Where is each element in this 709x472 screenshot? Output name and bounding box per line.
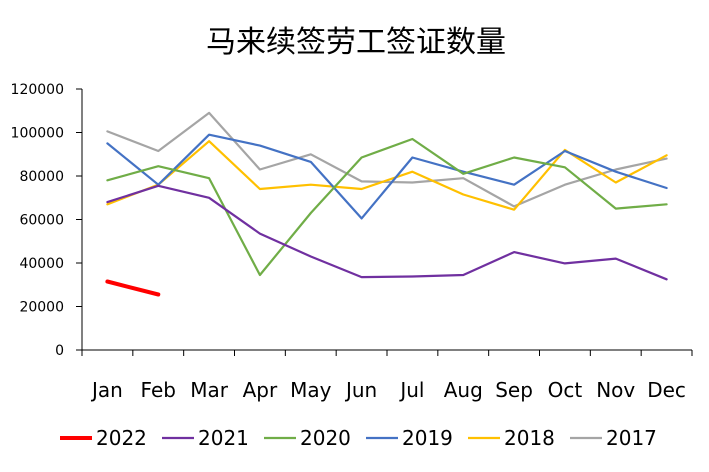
x-tick-label: Apr: [243, 378, 278, 402]
x-tick-label: Jun: [344, 378, 377, 402]
legend-label-2019: 2019: [402, 426, 453, 450]
chart-title: 马来续签劳工签证数量: [206, 25, 506, 60]
series-line-2022: [105, 279, 161, 297]
x-tick-label: Dec: [647, 378, 686, 402]
series-line-2020: [106, 137, 668, 277]
series-line-2017: [106, 111, 668, 208]
x-tick-label: Feb: [141, 378, 176, 402]
y-tick-label: 60000: [19, 213, 64, 229]
legend-label-2022: 2022: [96, 426, 147, 450]
x-tick-label: Jul: [398, 378, 424, 402]
series-line-2021: [106, 184, 668, 281]
y-tick-label: 0: [55, 343, 64, 359]
y-tick-label: 120000: [11, 82, 64, 98]
x-tick-label: Mar: [190, 378, 229, 402]
legend-label-2020: 2020: [300, 426, 351, 450]
x-tick-label: Aug: [444, 378, 483, 402]
x-tick-label: Nov: [596, 378, 635, 402]
x-tick-label: May: [290, 378, 332, 402]
y-tick-label: 20000: [19, 300, 64, 316]
legend: 2022 2021 2020 2019 2018 2017: [60, 426, 657, 450]
legend-label-2018: 2018: [504, 426, 555, 450]
series-lines: [105, 111, 668, 297]
y-tick-label: 80000: [19, 169, 64, 185]
legend-label-2021: 2021: [198, 426, 249, 450]
x-tick-label: Oct: [548, 378, 583, 402]
x-tick-label: Sep: [495, 378, 533, 402]
axes: 0 20000 40000 60000 80000 100000 120000 Jan Feb M…: [11, 82, 693, 402]
y-tick-label: 100000: [11, 126, 64, 142]
legend-label-2017: 2017: [606, 426, 657, 450]
series-line-2019: [106, 133, 668, 220]
x-tick-label: Jan: [90, 378, 123, 402]
y-tick-label: 40000: [19, 256, 64, 272]
